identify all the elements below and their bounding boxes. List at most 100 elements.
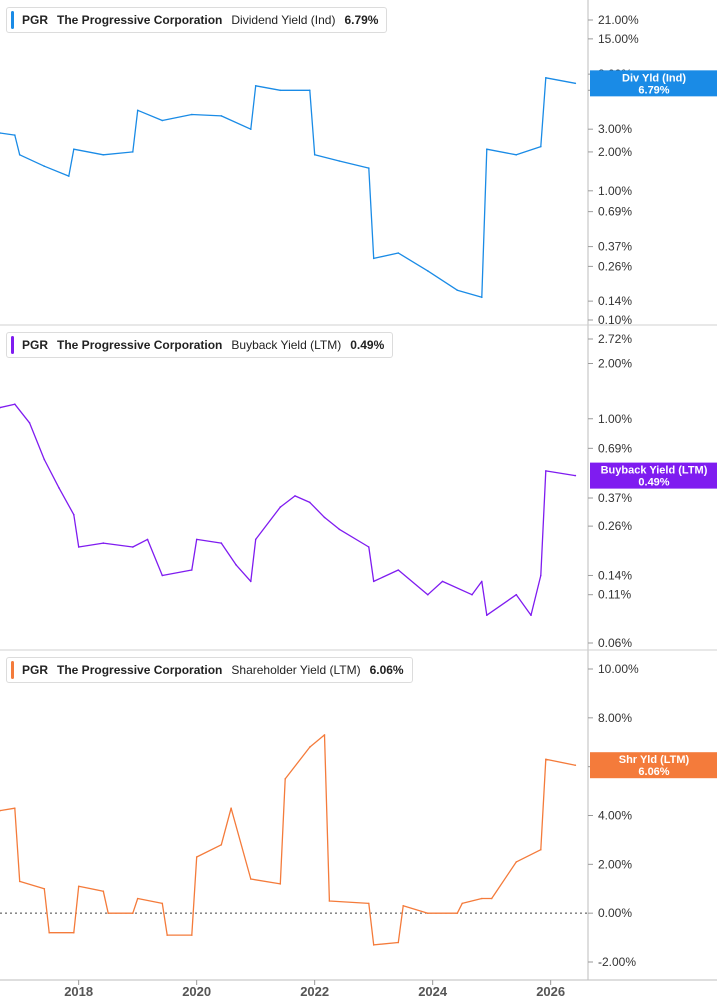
value-tag-label: Shr Yld (LTM) <box>619 754 690 766</box>
y-tick-label: 2.00% <box>598 357 632 371</box>
y-tick-label: 0.26% <box>598 519 632 533</box>
data-point <box>132 546 134 548</box>
data-point <box>77 546 80 548</box>
data-point <box>43 888 46 890</box>
legend-color-marker <box>11 336 14 354</box>
data-point <box>191 934 193 936</box>
y-tick-label: 0.26% <box>598 259 632 273</box>
x-tick-label: 2024 <box>418 984 448 999</box>
data-point <box>0 809 1 812</box>
y-tick-label: 15.00% <box>598 32 639 46</box>
y-tick-label: 0.00% <box>598 906 632 920</box>
data-point <box>515 593 518 596</box>
data-point <box>574 82 577 85</box>
y-tick-label: 1.00% <box>598 412 632 426</box>
legend-company: The Progressive Corporation <box>57 13 223 27</box>
data-point <box>195 856 198 858</box>
y-tick-label: 1.00% <box>598 184 632 198</box>
data-point <box>372 257 375 260</box>
data-point <box>471 593 473 596</box>
data-point <box>323 734 326 736</box>
y-tick-label: 0.69% <box>598 441 632 455</box>
y-tick-label: 2.00% <box>598 145 632 159</box>
x-tick-label: 2026 <box>536 984 565 999</box>
x-tick-label: 2020 <box>182 984 211 999</box>
data-point <box>191 569 193 571</box>
data-point <box>254 85 257 87</box>
y-tick-label: 8.00% <box>598 711 632 725</box>
legend-color-marker <box>11 661 14 679</box>
data-point <box>397 252 400 254</box>
data-point <box>102 154 105 156</box>
series-line-0 <box>0 77 576 298</box>
data-point <box>18 880 21 883</box>
data-point <box>220 115 223 117</box>
data-point <box>132 151 134 153</box>
legend-metric: Shareholder Yield (LTM) <box>231 663 361 677</box>
data-point <box>368 167 370 169</box>
legend-value: 0.49% <box>350 338 385 352</box>
data-point <box>166 934 168 936</box>
y-tick-label: 0.06% <box>598 636 632 650</box>
data-point <box>461 902 464 905</box>
legend-value: 6.06% <box>369 663 404 677</box>
data-point <box>146 538 149 541</box>
y-tick-label: 0.14% <box>598 568 632 582</box>
y-tick-label: 0.10% <box>598 313 632 327</box>
data-point <box>0 406 1 409</box>
data-point <box>397 941 400 944</box>
data-point <box>545 77 547 79</box>
value-tag <box>590 462 717 489</box>
value-tag-value: 6.06% <box>638 766 669 778</box>
data-point <box>456 289 459 292</box>
data-point <box>530 614 532 616</box>
data-point <box>73 513 75 516</box>
y-tick-label: 21.00% <box>598 13 639 27</box>
y-tick-label: 0.37% <box>598 491 632 505</box>
legend-dividend-yield: PGR The Progressive Corporation Dividend… <box>6 7 388 33</box>
x-tick-label: 2018 <box>64 984 93 999</box>
data-point <box>427 270 429 272</box>
data-point <box>73 931 75 934</box>
data-point <box>309 89 311 92</box>
data-point <box>427 593 429 596</box>
legend-company: The Progressive Corporation <box>57 338 223 352</box>
series-line-1 <box>0 403 576 616</box>
series-line-2 <box>0 734 576 946</box>
data-point <box>136 897 139 900</box>
data-point <box>43 458 46 461</box>
data-point <box>230 807 232 809</box>
data-point <box>43 165 46 167</box>
data-point <box>279 506 282 508</box>
data-point <box>136 109 139 112</box>
data-point <box>515 154 518 156</box>
data-point <box>28 422 31 424</box>
legend-shareholder-yield: PGR The Progressive Corporation Sharehol… <box>6 657 413 683</box>
data-point <box>515 861 518 863</box>
data-point <box>48 931 50 934</box>
data-point <box>102 542 105 544</box>
data-point <box>220 542 223 544</box>
data-point <box>328 900 331 902</box>
data-point <box>250 878 252 880</box>
data-point <box>372 944 375 946</box>
data-point <box>254 538 257 541</box>
data-point <box>397 569 400 571</box>
data-point <box>540 145 542 148</box>
value-tag-value: 6.79% <box>638 84 669 96</box>
data-point <box>490 897 493 900</box>
value-tag-label: Buyback Yield (LTM) <box>601 465 708 477</box>
data-point <box>309 746 311 748</box>
data-point <box>58 487 60 489</box>
legend-color-marker <box>11 11 14 29</box>
data-point <box>368 902 370 905</box>
data-point <box>486 148 488 150</box>
value-tag-label: Div Yld (Ind) <box>622 72 686 84</box>
data-point <box>250 580 252 583</box>
data-point <box>456 912 459 914</box>
data-point <box>338 528 341 531</box>
y-tick-label: 2.72% <box>598 332 632 346</box>
data-point <box>18 154 21 156</box>
data-point <box>14 134 16 136</box>
data-point <box>338 160 341 162</box>
